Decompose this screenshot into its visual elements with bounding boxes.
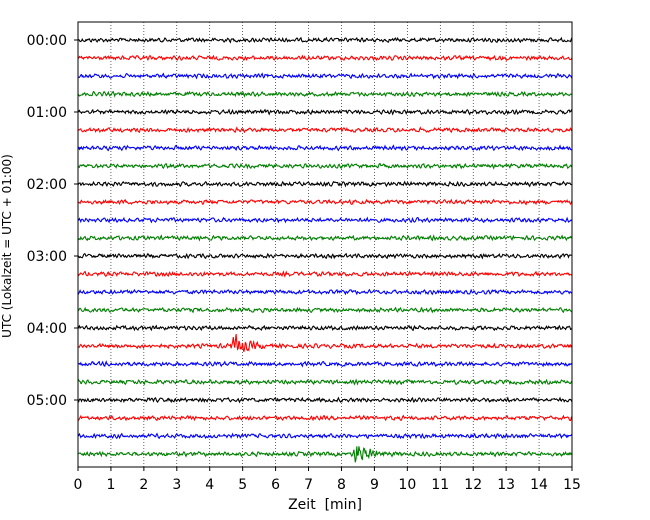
trace-0515 — [77, 414, 573, 422]
x-tick-label: 10 — [398, 477, 416, 493]
trace-0115 — [77, 126, 573, 134]
grid-lines — [110, 22, 540, 467]
plot-frame — [77, 21, 573, 468]
trace-0130 — [77, 144, 573, 152]
x-tick-label: 2 — [139, 477, 148, 493]
y-tick-label: 00:00 — [27, 33, 67, 49]
x-tick-label: 5 — [238, 477, 247, 493]
trace-0200 — [77, 180, 573, 188]
x-tick-label: 13 — [497, 477, 515, 493]
x-tick-label: 7 — [304, 477, 313, 493]
y-tick-label: 01:00 — [27, 105, 67, 121]
trace-0145 — [77, 162, 573, 170]
x-tick-label: 8 — [337, 477, 346, 493]
trace-0530 — [77, 432, 573, 440]
x-tick-label: 9 — [370, 477, 379, 493]
trace-0030 — [77, 72, 573, 80]
x-tick-label: 11 — [431, 477, 449, 493]
trace-0215 — [77, 198, 573, 206]
x-tick-label: 0 — [74, 477, 83, 493]
x-tick-label: 6 — [271, 477, 280, 493]
trace-0330 — [77, 288, 572, 296]
trace-0315 — [77, 270, 573, 278]
y-axis-ticks: 00:00 01:00 02:00 03:00 04:00 05:00 — [27, 33, 78, 409]
trace-0345 — [77, 306, 573, 314]
y-tick-label: 02:00 — [27, 177, 67, 193]
y-axis-label: UTC (Lokalzeit = UTC + 01:00) — [0, 154, 14, 338]
trace-0415 — [77, 334, 573, 352]
trace-0430 — [77, 360, 573, 368]
trace-0230 — [77, 216, 573, 224]
x-axis-ticks: 0 1 2 3 4 5 6 7 8 9 10 11 12 13 14 15 — [74, 467, 581, 493]
x-tick-label: 15 — [563, 477, 581, 493]
x-tick-label: 3 — [172, 477, 181, 493]
y-tick-label: 03:00 — [27, 249, 67, 265]
trace-0445 — [77, 378, 573, 386]
trace-0400 — [77, 324, 573, 332]
trace-0500 — [77, 396, 573, 404]
trace-0045 — [77, 90, 573, 98]
x-tick-label: 12 — [464, 477, 482, 493]
trace-0545 — [78, 446, 573, 463]
trace-0100 — [77, 108, 573, 116]
y-tick-label: 04:00 — [27, 321, 67, 337]
trace-0015 — [78, 54, 573, 62]
x-tick-label: 4 — [205, 477, 214, 493]
trace-0245 — [77, 234, 573, 242]
seismic-traces — [77, 36, 573, 463]
y-tick-label: 05:00 — [27, 393, 67, 409]
trace-0300 — [77, 252, 573, 260]
x-tick-label: 1 — [106, 477, 115, 493]
x-tick-label: 14 — [530, 477, 548, 493]
trace-0000 — [77, 36, 573, 44]
x-axis-label: Zeit [min] — [288, 497, 362, 513]
